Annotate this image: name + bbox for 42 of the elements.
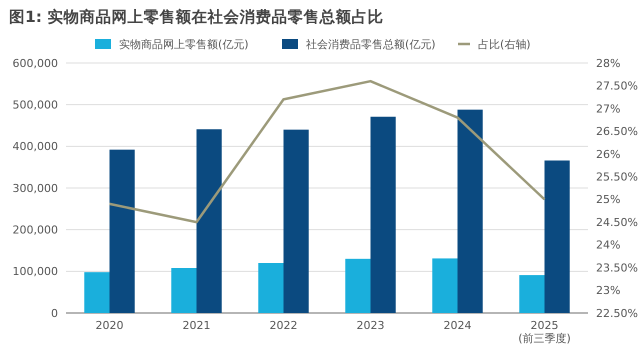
chart-title: 图1: 实物商品网上零售额在社会消费品零售总额占比 (9, 8, 384, 26)
bar (258, 263, 284, 313)
y-tick-label: 0 (51, 306, 58, 320)
legend-label: 占比(右轴) (478, 38, 531, 51)
bar (432, 258, 458, 313)
bar (110, 150, 135, 313)
y-tick-label: 400,000 (12, 140, 58, 154)
bar (284, 130, 309, 313)
y-tick-label: 500,000 (12, 98, 58, 112)
y2-tick-label: 27% (596, 102, 620, 116)
bar (370, 116, 396, 313)
y-tick-label: 600,000 (12, 56, 58, 70)
bar (345, 258, 370, 313)
y2-tick-label: 22.50% (596, 306, 638, 320)
bar (196, 129, 222, 313)
y-tick-label: 100,000 (12, 265, 58, 278)
x-tick-label: 2022 (270, 319, 298, 332)
y2-tick-label: 27.50% (596, 80, 638, 93)
x-tick-label: 2025 (前三季度) (518, 319, 571, 344)
y2-tick-label: 26% (596, 148, 620, 161)
y2-tick-label: 24.50% (596, 216, 638, 229)
x-tick-label: 2023 (356, 319, 384, 332)
y2-tick-label: 26.50% (596, 125, 638, 138)
y2-tick-label: 28% (596, 56, 620, 70)
y-tick-label: 300,000 (12, 182, 58, 195)
y2-tick-label: 25.50% (596, 170, 638, 184)
legend-label: 社会消费品零售总额(亿元) (306, 38, 436, 51)
y-tick-label: 200,000 (12, 224, 58, 237)
bar (544, 160, 570, 313)
x-tick-label: 2021 (182, 319, 210, 332)
y2-tick-label: 24% (596, 238, 620, 252)
x-tick-label: 2024 (444, 319, 472, 332)
x-tick-label: 2020 (96, 319, 124, 332)
y2-tick-label: 23% (596, 284, 620, 298)
y2-tick-label: 23.50% (596, 261, 638, 274)
bar (84, 272, 110, 313)
line-series (108, 80, 546, 224)
y2-tick-label: 25% (596, 193, 620, 206)
bar (171, 268, 196, 313)
bar (519, 275, 544, 313)
legend-label: 实物商品网上零售额(亿元) (119, 38, 249, 51)
bar (458, 110, 483, 313)
